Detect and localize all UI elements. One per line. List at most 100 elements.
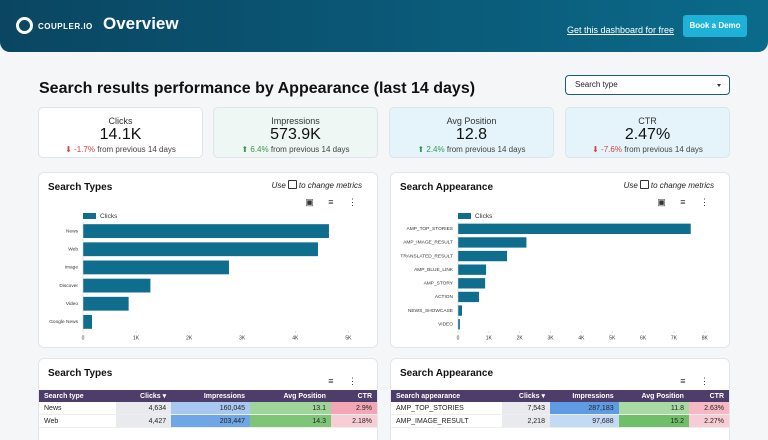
cell: 11.8	[618, 402, 689, 415]
legend-swatch	[83, 213, 96, 219]
chart: Clicks AMP_TOP_STORIES AMP_IMAGE_RESULT TRA…	[400, 213, 709, 341]
table: Search appearance Clicks ▾ Impressions Avg …	[391, 390, 729, 428]
kpi-note: from previous 14 days	[270, 145, 350, 154]
column-label: Clicks	[518, 393, 540, 400]
column-header[interactable]: Impressions	[171, 390, 251, 402]
kpi-value: 2.47%	[624, 126, 671, 143]
cell: 97,688	[549, 414, 619, 428]
y-tick-label: News	[66, 228, 79, 234]
column-header[interactable]: Avg Position	[250, 390, 331, 402]
bar	[458, 305, 463, 316]
dropdown[interactable]: Search type	[565, 75, 730, 95]
y-tick-label: Web	[68, 247, 78, 253]
cell: 13.1	[250, 402, 331, 415]
x-tick-label: 1K	[133, 335, 140, 341]
hint: Use to change metrics	[272, 180, 362, 190]
hint-text: Use	[271, 181, 286, 190]
column-header[interactable]: Avg Position	[618, 390, 689, 402]
column-header[interactable]: Clicks ▾	[115, 390, 172, 402]
column-header[interactable]: CTR	[688, 390, 729, 402]
cell: 287,183	[549, 402, 619, 415]
kpi-change-line: ⬆ 6.4% from previous 14 days	[214, 145, 377, 154]
column-header[interactable]: Clicks ▾	[501, 390, 550, 402]
column-header[interactable]: Impressions	[549, 390, 619, 402]
legend-swatch	[458, 213, 471, 219]
cell: 15.2	[618, 414, 689, 428]
logo[interactable]: COUPLER.IO	[38, 22, 93, 31]
x-tick-label: 5K	[345, 335, 352, 341]
kpi-change: 6.4%	[250, 145, 269, 154]
bar	[83, 224, 329, 238]
metric-icon[interactable]	[639, 180, 649, 189]
row: News 4,634 160,045 13.1 2.9%	[39, 402, 377, 415]
header-row: Search appearance Clicks ▾ Impressions Avg …	[391, 390, 729, 402]
metric-icon[interactable]	[287, 180, 297, 189]
logo-icon	[16, 17, 33, 34]
bar	[458, 319, 460, 330]
hint-text: to change metrics	[650, 181, 714, 190]
cell: 2.18%	[330, 414, 377, 428]
header: COUPLER.IO Overview Get this dashboard f…	[0, 0, 768, 52]
row: AMP_TOP_STORIES 7,543 287,183 11.8 2.63%	[391, 402, 729, 415]
cell: 203,447	[171, 414, 251, 428]
bar	[458, 278, 486, 289]
toolbar[interactable]: ▣ ≡ ⋮	[657, 197, 715, 207]
bar	[83, 260, 229, 275]
y-tick-label: VIDEO	[438, 321, 453, 327]
bar	[458, 250, 508, 262]
table: Search type Clicks ▾ Impressions Avg Positi…	[39, 390, 377, 428]
link[interactable]: Get this dashboard for free	[567, 25, 675, 35]
kpi-card: Avg Position 12.8 ⬆ 2.4% from previous 14 …	[389, 107, 554, 158]
kpi-card: Impressions 573.9K ⬆ 6.4% from previous 14…	[213, 107, 378, 158]
bar	[458, 264, 487, 275]
y-tick-label: Discover	[59, 283, 78, 289]
x-tick-label: 4K	[292, 335, 299, 341]
row: Web 4,427 203,447 14.3 2.18%	[39, 414, 377, 428]
column-header[interactable]: Search appearance	[391, 390, 502, 402]
y-tick-label: AMP_STORY	[424, 281, 454, 287]
hint: Use to change metrics	[624, 180, 714, 190]
x-tick-label: 3K	[547, 335, 554, 341]
hint-text: to change metrics	[298, 181, 362, 190]
panel-title: Search Types	[48, 368, 113, 379]
bar	[458, 237, 527, 248]
y-tick-label: NEWS_SHOWCASE	[408, 308, 453, 314]
y-tick-label: Video	[66, 301, 79, 307]
x-tick-label: 2K	[186, 335, 193, 341]
toolbar[interactable]: ▣ ≡ ⋮	[305, 197, 363, 207]
kpi-change: 2.4%	[426, 145, 445, 154]
header-row: Search type Clicks ▾ Impressions Avg Positi…	[39, 390, 377, 402]
caret	[717, 84, 721, 87]
cell: 2.27%	[688, 414, 729, 428]
kpi-card: CTR 2.47% ⬇ -7.6% from previous 14 days	[565, 107, 730, 158]
y-tick-label: AMP_TOP_STORIES	[407, 226, 453, 232]
bar	[83, 315, 93, 329]
panel-title: Search Appearance	[400, 182, 494, 193]
toolbar[interactable]: ≡ ⋮	[328, 376, 363, 386]
x-tick-label: 6K	[640, 335, 647, 341]
y-tick-label: TRANSLATED_RESULT	[400, 253, 453, 259]
bar	[458, 291, 479, 303]
kpi-label: Clicks	[108, 116, 133, 126]
section-title: Search results performance by Appearance…	[39, 80, 476, 97]
legend-label: Clicks	[100, 213, 118, 220]
cell: Web	[39, 414, 116, 428]
x-tick-label: 0	[457, 335, 460, 341]
button[interactable]: Book a Demo	[683, 15, 747, 37]
row: AMP_IMAGE_RESULT 2,218 97,688 15.2 2.27%	[391, 414, 729, 428]
page-title: Overview	[103, 14, 179, 33]
kpi-label: Impressions	[271, 116, 320, 126]
hint-text: Use	[623, 181, 638, 190]
kpi-value: 573.9K	[270, 126, 321, 143]
kpi-value: 14.1K	[99, 126, 142, 143]
kpi-card: Clicks 14.1K ⬇ -1.7% from previous 14 days	[38, 107, 203, 158]
column-header[interactable]: CTR	[330, 390, 377, 402]
toolbar[interactable]: ≡ ⋮	[680, 376, 715, 386]
bar	[83, 278, 151, 293]
kpi-change-line: ⬇ -1.7% from previous 14 days	[39, 145, 202, 154]
panel-title: Search Appearance	[400, 368, 494, 379]
kpi-label: CTR	[638, 116, 657, 126]
column-header[interactable]: Search type	[39, 390, 116, 402]
x-tick-label: 8K	[702, 335, 709, 341]
cell: 14.3	[250, 414, 331, 428]
